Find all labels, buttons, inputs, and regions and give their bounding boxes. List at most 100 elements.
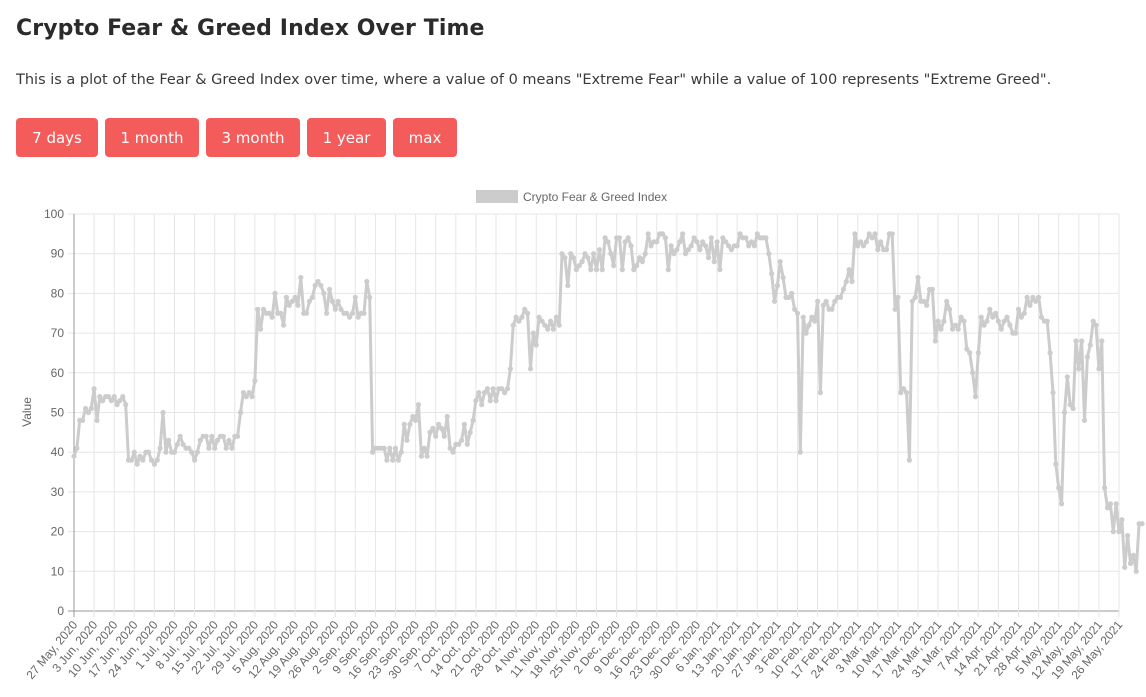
- data-point[interactable]: [1050, 390, 1056, 396]
- data-point[interactable]: [1125, 533, 1131, 539]
- data-point[interactable]: [1015, 306, 1022, 312]
- data-point[interactable]: [726, 243, 732, 249]
- data-point[interactable]: [266, 310, 272, 316]
- data-point[interactable]: [108, 398, 114, 404]
- data-point[interactable]: [433, 433, 439, 439]
- data-point[interactable]: [352, 294, 358, 300]
- data-point[interactable]: [318, 282, 324, 289]
- data-point[interactable]: [625, 235, 631, 241]
- data-point[interactable]: [309, 294, 315, 300]
- data-point[interactable]: [220, 433, 226, 439]
- data-point[interactable]: [151, 461, 157, 467]
- data-point[interactable]: [381, 445, 387, 451]
- data-point[interactable]: [105, 394, 112, 400]
- data-point[interactable]: [556, 322, 562, 328]
- data-point[interactable]: [944, 298, 950, 304]
- data-point[interactable]: [370, 449, 376, 455]
- data-point[interactable]: [608, 251, 614, 257]
- data-point[interactable]: [114, 402, 120, 408]
- data-point[interactable]: [410, 413, 416, 420]
- data-point[interactable]: [961, 318, 967, 324]
- data-point[interactable]: [355, 314, 361, 320]
- data-point[interactable]: [780, 274, 786, 281]
- data-point[interactable]: [714, 239, 720, 245]
- data-point[interactable]: [206, 445, 212, 451]
- data-point[interactable]: [616, 235, 623, 241]
- data-point[interactable]: [1059, 501, 1065, 507]
- data-point[interactable]: [281, 322, 287, 328]
- data-point[interactable]: [148, 457, 155, 463]
- data-point[interactable]: [223, 445, 229, 451]
- data-point[interactable]: [938, 326, 944, 332]
- data-point[interactable]: [1044, 318, 1050, 324]
- data-point[interactable]: [895, 294, 901, 300]
- data-point[interactable]: [438, 425, 445, 431]
- data-point[interactable]: [568, 251, 574, 257]
- data-point[interactable]: [1053, 461, 1059, 467]
- data-point[interactable]: [720, 235, 726, 241]
- data-point[interactable]: [1113, 501, 1119, 507]
- data-point[interactable]: [711, 259, 717, 265]
- data-point[interactable]: [559, 251, 565, 257]
- data-point[interactable]: [929, 286, 936, 292]
- data-point[interactable]: [1139, 521, 1145, 527]
- data-point[interactable]: [533, 342, 539, 348]
- data-point[interactable]: [634, 263, 640, 269]
- data-point[interactable]: [754, 231, 760, 237]
- data-point[interactable]: [137, 453, 143, 459]
- data-point[interactable]: [941, 318, 947, 324]
- chart-legend[interactable]: Crypto Fear & Greed Index: [476, 190, 667, 204]
- data-point[interactable]: [487, 398, 493, 404]
- data-point[interactable]: [71, 453, 77, 459]
- data-point[interactable]: [338, 306, 344, 312]
- data-point[interactable]: [766, 251, 772, 257]
- data-point[interactable]: [817, 390, 824, 396]
- data-point[interactable]: [367, 294, 373, 300]
- data-point[interactable]: [214, 437, 221, 443]
- data-point[interactable]: [100, 398, 106, 404]
- data-point[interactable]: [349, 310, 356, 316]
- data-point[interactable]: [545, 326, 551, 332]
- data-point[interactable]: [484, 386, 490, 392]
- data-point[interactable]: [869, 235, 875, 241]
- data-point[interactable]: [637, 255, 643, 261]
- data-point[interactable]: [863, 239, 870, 245]
- data-point[interactable]: [392, 445, 399, 451]
- data-point[interactable]: [1024, 294, 1030, 300]
- data-point[interactable]: [694, 239, 700, 245]
- data-point[interactable]: [921, 298, 927, 304]
- data-point[interactable]: [674, 247, 680, 253]
- data-point[interactable]: [751, 243, 758, 249]
- data-point[interactable]: [1099, 338, 1105, 344]
- data-point[interactable]: [249, 394, 255, 400]
- data-point[interactable]: [140, 457, 146, 463]
- data-point[interactable]: [1027, 302, 1033, 308]
- data-point[interactable]: [812, 318, 818, 324]
- data-point[interactable]: [579, 259, 585, 265]
- data-point[interactable]: [120, 394, 126, 400]
- data-point[interactable]: [748, 239, 755, 245]
- data-point[interactable]: [852, 231, 858, 237]
- data-point[interactable]: [1104, 505, 1111, 511]
- range-1-month-button[interactable]: 1 month: [105, 118, 199, 157]
- data-point[interactable]: [743, 235, 749, 241]
- data-point[interactable]: [771, 298, 778, 304]
- data-point[interactable]: [797, 449, 803, 455]
- data-point[interactable]: [550, 326, 557, 332]
- data-point[interactable]: [272, 290, 278, 296]
- data-point[interactable]: [904, 390, 910, 396]
- data-point[interactable]: [91, 386, 97, 392]
- data-point[interactable]: [1033, 298, 1039, 304]
- data-point[interactable]: [671, 251, 677, 257]
- data-point[interactable]: [407, 421, 413, 427]
- data-point[interactable]: [659, 231, 666, 237]
- data-point[interactable]: [146, 449, 152, 455]
- data-point[interactable]: [1102, 485, 1108, 491]
- data-point[interactable]: [240, 390, 246, 396]
- data-point[interactable]: [984, 318, 990, 324]
- data-point[interactable]: [123, 402, 129, 408]
- data-point[interactable]: [1087, 342, 1093, 348]
- data-point[interactable]: [697, 247, 703, 253]
- data-point[interactable]: [746, 243, 752, 249]
- data-point[interactable]: [602, 235, 608, 241]
